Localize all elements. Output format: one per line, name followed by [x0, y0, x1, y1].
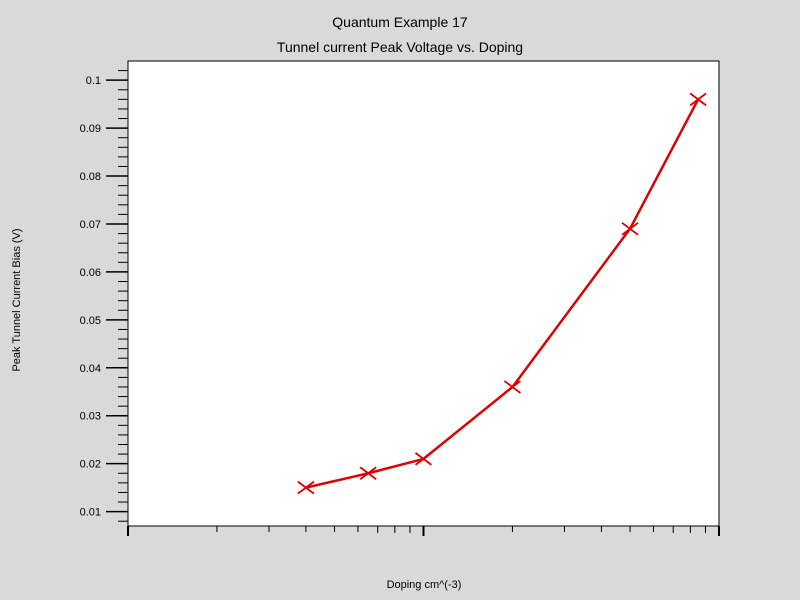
data-point-marker [414, 452, 433, 466]
y-tick-label: 0.03 [80, 411, 101, 423]
data-point-marker [503, 380, 521, 394]
x-axis-label: Doping cm^(-3) [387, 579, 462, 591]
chart-subtitle: Tunnel current Peak Voltage vs. Doping [277, 39, 523, 55]
data-point-marker [621, 222, 639, 236]
y-tick-label: 0.07 [80, 219, 101, 231]
y-tick-label: 0.1 [86, 75, 101, 87]
series-layer [297, 92, 707, 495]
y-axis-label: Peak Tunnel Current Bias (V) [11, 228, 23, 371]
y-axis: 0.01 0.02 0.03 0.04 0.05 0.06 0.07 0.08 0.09 0.1 [80, 70, 128, 522]
data-point-marker [359, 466, 377, 480]
y-tick-label: 0.08 [80, 171, 101, 183]
data-point-marker [689, 92, 707, 107]
y-tick-label: 0.04 [80, 363, 101, 375]
data-point-marker [297, 480, 315, 495]
y-tick-label: 0.09 [80, 123, 101, 135]
y-tick-label: 0.02 [80, 459, 101, 471]
y-tick-label: 0.05 [80, 315, 101, 327]
y-tick-label: 0.06 [80, 267, 101, 279]
y-tick-label: 0.01 [80, 507, 101, 519]
chart-title: Quantum Example 17 [332, 14, 468, 30]
series-line [305, 98, 700, 489]
plot-area [127, 60, 720, 527]
x-axis [127, 526, 720, 536]
